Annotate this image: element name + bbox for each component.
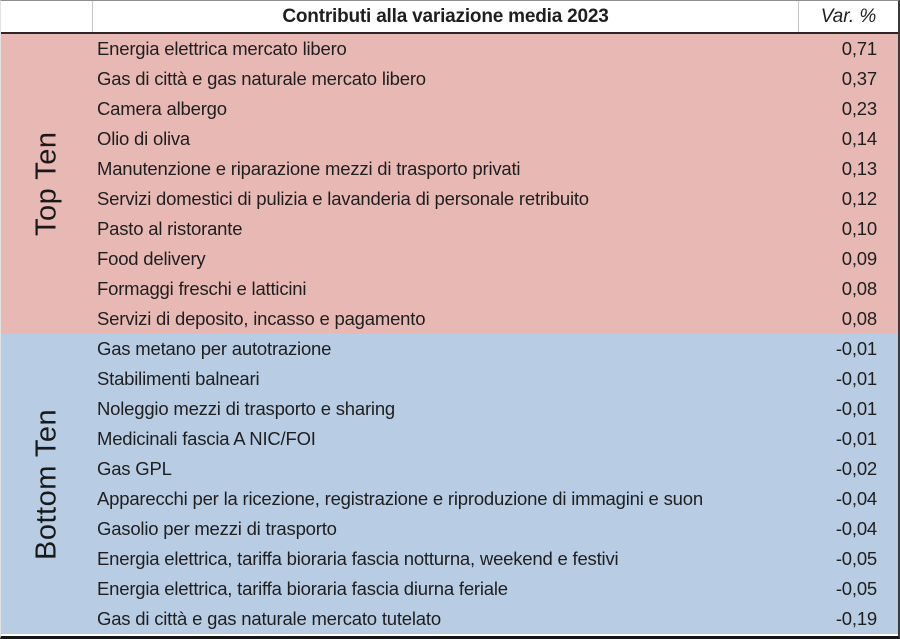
item-label: Gas di città e gas naturale mercato libe…	[97, 68, 426, 89]
item-value: -0,04	[835, 518, 877, 539]
item-value: -0,04	[835, 488, 877, 509]
item-label: Servizi di deposito, incasso e pagamento	[97, 308, 426, 329]
table-row: Formaggi freschi e latticini 0,08	[93, 274, 898, 304]
item-label: Medicinali fascia A NIC/FOI	[97, 428, 316, 449]
top-ten-rows: Energia elettrica mercato libero 0,71 Ga…	[93, 34, 898, 334]
table-row: Noleggio mezzi di trasporto e sharing -0…	[93, 394, 898, 424]
item-label: Energia elettrica mercato libero	[97, 38, 347, 59]
table-row: Energia elettrica mercato libero 0,71	[93, 34, 898, 64]
table-row: Energia elettrica, tariffa bioraria fasc…	[93, 574, 898, 604]
item-label: Gas GPL	[97, 458, 172, 479]
item-value: 0,12	[841, 188, 877, 209]
item-value: 0,10	[841, 218, 877, 239]
top-ten-section: Top Ten Energia elettrica mercato libero…	[1, 34, 898, 334]
item-label: Noleggio mezzi di trasporto e sharing	[97, 398, 396, 419]
item-label: Gas metano per autotrazione	[97, 338, 332, 359]
item-value: 0,23	[841, 98, 877, 119]
table-row: Servizi domestici di pulizia e lavanderi…	[93, 184, 898, 214]
item-label: Stabilimenti balneari	[97, 368, 260, 389]
item-label: Gas di città e gas naturale mercato tute…	[97, 608, 441, 629]
table-header-row: Contributi alla variazione media 2023 Va…	[1, 1, 898, 34]
item-value: -0,01	[835, 368, 877, 389]
item-value: 0,09	[841, 248, 877, 269]
item-label: Food delivery	[97, 248, 206, 269]
item-value: -0,01	[835, 428, 877, 449]
top-ten-label: Top Ten	[30, 131, 63, 237]
table-row: Servizi di deposito, incasso e pagamento…	[93, 304, 898, 334]
table-row: Gas GPL -0,02	[93, 454, 898, 484]
table-row: Gas di città e gas naturale mercato libe…	[93, 64, 898, 94]
item-label: Formaggi freschi e latticini	[97, 278, 307, 299]
table-row: Food delivery 0,09	[93, 244, 898, 274]
item-value: -0,05	[835, 548, 877, 569]
table-row: Medicinali fascia A NIC/FOI -0,01	[93, 424, 898, 454]
item-label: Energia elettrica, tariffa bioraria fasc…	[97, 578, 508, 599]
table-row: Stabilimenti balneari -0,01	[93, 364, 898, 394]
table-row: Gasolio per mezzi di trasporto -0,04	[93, 514, 898, 544]
var-percent-column-header: Var. %	[820, 6, 877, 27]
item-label: Apparecchi per la ricezione, registrazio…	[97, 488, 703, 509]
item-label: Gasolio per mezzi di trasporto	[97, 518, 337, 539]
item-value: -0,05	[835, 578, 877, 599]
item-value: -0,01	[835, 338, 877, 359]
table-row: Olio di oliva 0,14	[93, 124, 898, 154]
table-row: Energia elettrica, tariffa bioraria fasc…	[93, 544, 898, 574]
bottom-ten-label: Bottom Ten	[30, 408, 63, 560]
item-value: 0,71	[841, 38, 877, 59]
item-value: 0,14	[841, 128, 877, 149]
table-row: Pasto al ristorante 0,10	[93, 214, 898, 244]
item-label: Energia elettrica, tariffa bioraria fasc…	[97, 548, 619, 569]
table-row: Manutenzione e riparazione mezzi di tras…	[93, 154, 898, 184]
item-value: 0,13	[841, 158, 877, 179]
table-title: Contributi alla variazione media 2023	[93, 1, 799, 32]
item-label: Manutenzione e riparazione mezzi di tras…	[97, 158, 521, 179]
item-label: Pasto al ristorante	[97, 218, 243, 239]
table-row: Camera albergo 0,23	[93, 94, 898, 124]
item-value: 0,08	[841, 278, 877, 299]
bottom-ten-section: Bottom Ten Gas metano per autotrazione -…	[1, 334, 898, 634]
item-label: Olio di oliva	[97, 128, 191, 149]
item-value: -0,19	[835, 608, 877, 629]
item-label: Camera albergo	[97, 98, 227, 119]
bottom-ten-rows: Gas metano per autotrazione -0,01 Stabil…	[93, 334, 898, 634]
item-value: -0,01	[835, 398, 877, 419]
table-row: Gas di città e gas naturale mercato tute…	[93, 604, 898, 634]
item-value: 0,08	[841, 308, 877, 329]
table-row: Gas metano per autotrazione -0,01	[93, 334, 898, 364]
table-row: Apparecchi per la ricezione, registrazio…	[93, 484, 898, 514]
item-value: -0,02	[835, 458, 877, 479]
item-value: 0,37	[841, 68, 877, 89]
item-label: Servizi domestici di pulizia e lavanderi…	[97, 188, 589, 209]
header-corner-cell	[1, 1, 93, 32]
